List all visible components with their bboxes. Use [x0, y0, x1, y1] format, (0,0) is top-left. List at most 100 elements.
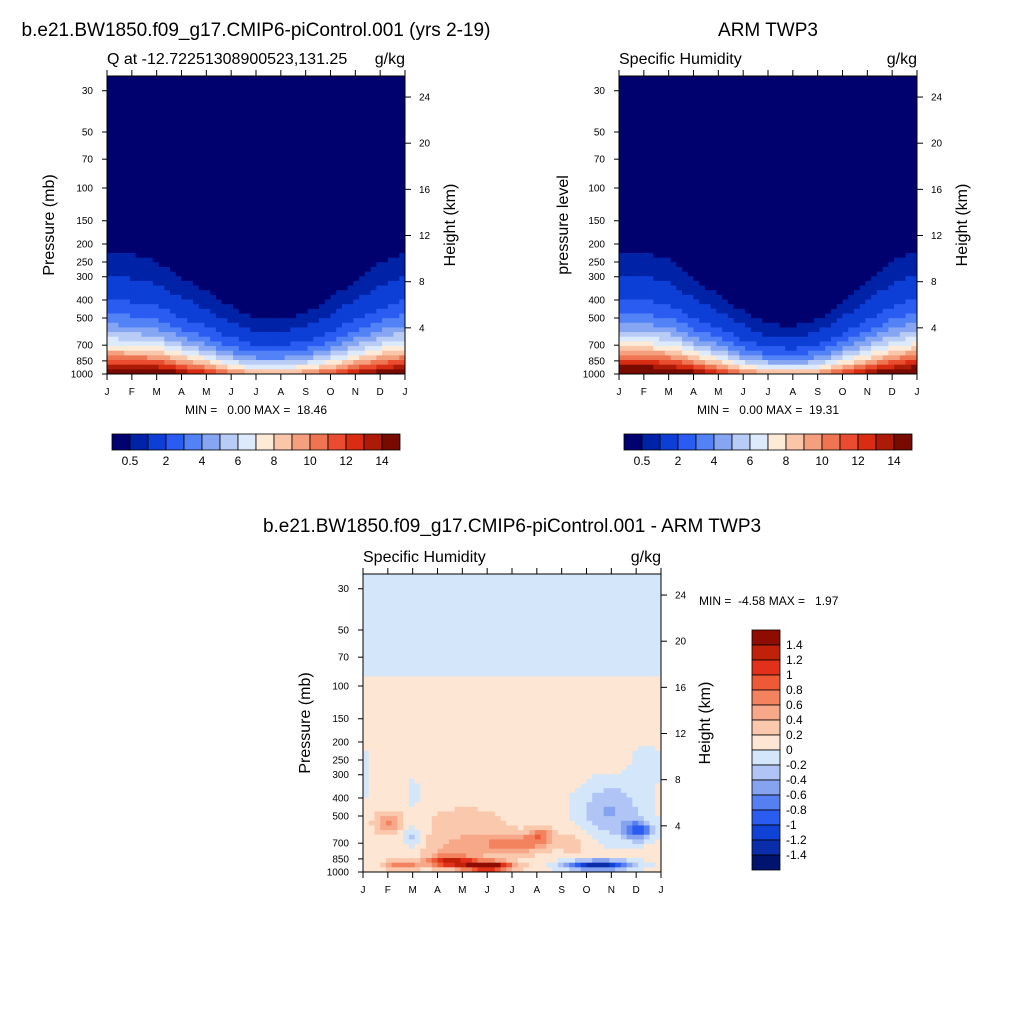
contour-cell: [107, 257, 114, 263]
contour-cell: [802, 159, 809, 166]
contour-cell: [387, 94, 395, 100]
contour-cell: [250, 159, 257, 166]
contour-cell: [204, 192, 211, 198]
contour-cell: [238, 308, 246, 315]
contour-cell: [370, 103, 377, 110]
contour-cell: [750, 122, 758, 128]
contour-cell: [382, 252, 389, 259]
contour-cell: [364, 192, 372, 198]
contour-cell: [187, 89, 194, 96]
contour-cell: [290, 220, 297, 226]
contour-cell: [256, 308, 263, 315]
contour-cell: [347, 89, 355, 96]
contour-cell: [756, 159, 763, 166]
contour-cell: [399, 117, 405, 124]
contour-cell: [267, 150, 274, 156]
contour-cell: [387, 327, 395, 333]
contour-cell: [307, 318, 314, 324]
contour-cell: [376, 117, 383, 124]
contour-cell: [336, 103, 343, 110]
contour-cell: [653, 197, 660, 203]
contour-cell: [370, 215, 377, 221]
contour-cell: [267, 369, 274, 374]
contour-cell: [630, 169, 637, 175]
contour-cell: [387, 308, 395, 315]
contour-cell: [215, 285, 223, 291]
contour-cell: [210, 276, 217, 282]
contour-cell: [636, 169, 643, 175]
contour-cell: [181, 318, 188, 324]
contour-cell: [399, 159, 405, 166]
contour-cell: [664, 85, 672, 91]
contour-cell: [192, 136, 200, 142]
contour-cell: [376, 346, 383, 352]
contour-cell: [147, 266, 154, 273]
contour-cell: [273, 211, 280, 217]
contour-cell: [836, 94, 844, 100]
contour-cell: [198, 304, 206, 310]
contour-cell: [210, 145, 217, 152]
contour-cell: [785, 197, 792, 203]
contour-cell: [779, 187, 786, 194]
contour-cell: [129, 80, 137, 86]
contour-cell: [124, 285, 131, 291]
contour-cell: [894, 159, 901, 166]
contour-cell: [722, 103, 729, 110]
contour-cell: [330, 336, 337, 343]
contour-cell: [175, 89, 183, 96]
contour-cell: [324, 285, 332, 291]
contour-cell: [296, 155, 303, 161]
contour-cell: [871, 117, 878, 124]
contour-cell: [733, 117, 740, 124]
contour-cell: [888, 108, 895, 114]
contour-cell: [739, 80, 746, 86]
contour-cell: [859, 122, 867, 128]
contour-cell: [215, 76, 223, 82]
contour-cell: [704, 159, 712, 166]
contour-cell: [175, 294, 183, 301]
contour-cell: [215, 322, 223, 329]
contour-cell: [170, 85, 177, 91]
contour-cell: [359, 252, 366, 259]
contour-cell: [164, 360, 171, 366]
contour-cell: [175, 346, 183, 352]
contour-cell: [808, 76, 815, 82]
contour-cell: [192, 206, 200, 212]
contour-cell: [382, 187, 389, 194]
contour-cell: [336, 346, 343, 352]
contour-cell: [727, 108, 735, 114]
contour-cell: [324, 332, 332, 338]
contour-cell: [198, 76, 206, 82]
month-label: M: [202, 387, 210, 398]
contour-cell: [319, 276, 326, 282]
contour-cell: [859, 150, 867, 156]
contour-cell: [779, 113, 786, 119]
contour-cell: [882, 155, 889, 161]
contour-cell: [112, 262, 120, 268]
contour-cell: [215, 211, 223, 217]
contour-cell: [170, 122, 177, 128]
contour-cell: [107, 145, 114, 152]
contour-cell: [376, 252, 383, 259]
contour-cell: [324, 145, 332, 152]
contour-cell: [865, 89, 872, 96]
contour-cell: [848, 206, 855, 212]
contour-cell: [370, 225, 377, 231]
contour-cell: [170, 145, 177, 152]
contour-cell: [825, 85, 832, 91]
contour-cell: [181, 322, 188, 329]
contour-cell: [170, 197, 177, 203]
contour-cell: [842, 145, 849, 152]
contour-cell: [129, 229, 137, 235]
contour-cell: [739, 141, 746, 147]
contour-cell: [141, 94, 148, 100]
contour-cell: [773, 131, 781, 138]
chart-model-ylabel-right: Height (km): [442, 184, 459, 267]
contour-cell: [267, 187, 274, 194]
contour-cell: [313, 187, 320, 194]
contour-cell: [324, 211, 332, 217]
contour-cell: [359, 332, 366, 338]
contour-cell: [261, 327, 269, 333]
contour-cell: [204, 257, 211, 263]
contour-cell: [141, 229, 148, 235]
